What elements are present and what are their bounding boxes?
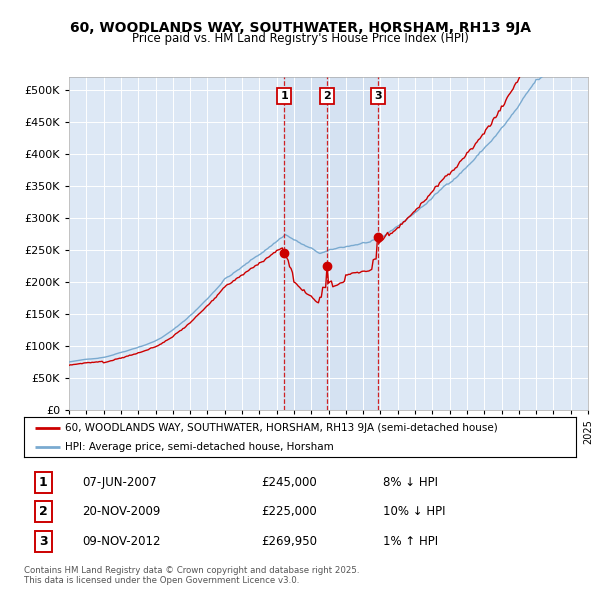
Text: Price paid vs. HM Land Registry's House Price Index (HPI): Price paid vs. HM Land Registry's House …: [131, 32, 469, 45]
Text: 20-NOV-2009: 20-NOV-2009: [82, 505, 160, 519]
Text: 1% ↑ HPI: 1% ↑ HPI: [383, 535, 438, 548]
Text: 60, WOODLANDS WAY, SOUTHWATER, HORSHAM, RH13 9JA (semi-detached house): 60, WOODLANDS WAY, SOUTHWATER, HORSHAM, …: [65, 424, 498, 434]
Text: £225,000: £225,000: [262, 505, 317, 519]
Text: 3: 3: [374, 91, 382, 101]
Text: 3: 3: [39, 535, 47, 548]
Text: Contains HM Land Registry data © Crown copyright and database right 2025.
This d: Contains HM Land Registry data © Crown c…: [24, 566, 359, 585]
Text: 2: 2: [323, 91, 331, 101]
Text: 8% ↓ HPI: 8% ↓ HPI: [383, 476, 438, 489]
Bar: [284, 77, 378, 410]
Text: 10% ↓ HPI: 10% ↓ HPI: [383, 505, 445, 519]
Text: 1: 1: [280, 91, 288, 101]
Text: 2: 2: [39, 505, 47, 519]
Text: £269,950: £269,950: [262, 535, 317, 548]
Text: HPI: Average price, semi-detached house, Horsham: HPI: Average price, semi-detached house,…: [65, 442, 334, 452]
Text: 07-JUN-2007: 07-JUN-2007: [82, 476, 157, 489]
Text: £245,000: £245,000: [262, 476, 317, 489]
Text: 1: 1: [39, 476, 47, 489]
Text: 60, WOODLANDS WAY, SOUTHWATER, HORSHAM, RH13 9JA: 60, WOODLANDS WAY, SOUTHWATER, HORSHAM, …: [70, 21, 530, 35]
Text: 09-NOV-2012: 09-NOV-2012: [82, 535, 160, 548]
